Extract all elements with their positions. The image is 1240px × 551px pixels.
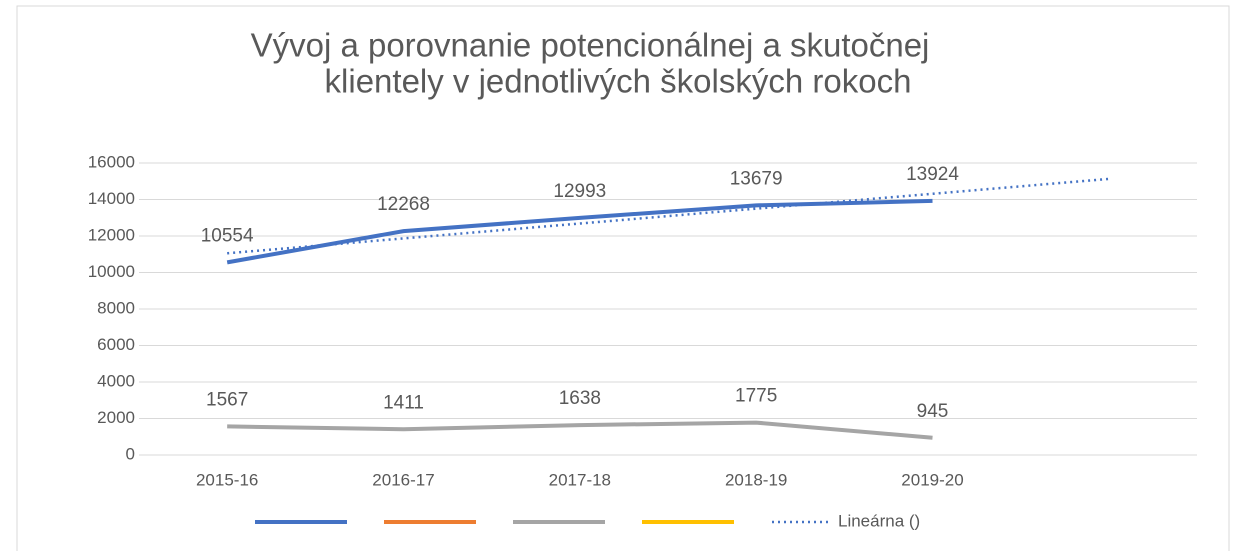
y-tick-label: 8000 [97, 298, 135, 317]
y-tick-label: 6000 [97, 335, 135, 354]
y-tick-label: 16000 [88, 152, 135, 171]
chart-title: klientely v jednotlivých školských rokoc… [325, 63, 912, 100]
data-label: 945 [917, 401, 949, 422]
data-label: 12268 [377, 194, 430, 215]
y-tick-label: 14000 [88, 189, 135, 208]
data-label: 13679 [730, 168, 783, 189]
x-tick-label: 2016-17 [372, 470, 434, 489]
y-tick-label: 2000 [97, 408, 135, 427]
data-label: 13924 [906, 164, 959, 185]
data-label: 1638 [559, 388, 601, 409]
x-tick-label: 2018-19 [725, 470, 787, 489]
legend-label: Lineárna () [838, 511, 920, 530]
data-label: 12993 [553, 181, 606, 202]
series-line [226, 198, 933, 265]
data-label: 1567 [206, 389, 248, 410]
x-tick-label: 2017-18 [549, 470, 611, 489]
chart-frame [16, 5, 1230, 551]
x-tick-label: 2019-20 [901, 470, 963, 489]
chart-title: Vývoj a porovnanie potencionálnej a skut… [251, 27, 930, 64]
data-label: 10554 [201, 225, 254, 246]
y-tick-label: 12000 [88, 225, 135, 244]
y-tick-label: 0 [126, 444, 135, 463]
data-label: 1411 [383, 392, 424, 413]
data-label: 1775 [735, 386, 777, 407]
series-line [227, 420, 933, 440]
trend-line [227, 177, 1109, 255]
y-tick-label: 4000 [97, 371, 135, 390]
y-tick-label: 10000 [88, 262, 135, 281]
x-tick-label: 2015-16 [196, 470, 258, 489]
